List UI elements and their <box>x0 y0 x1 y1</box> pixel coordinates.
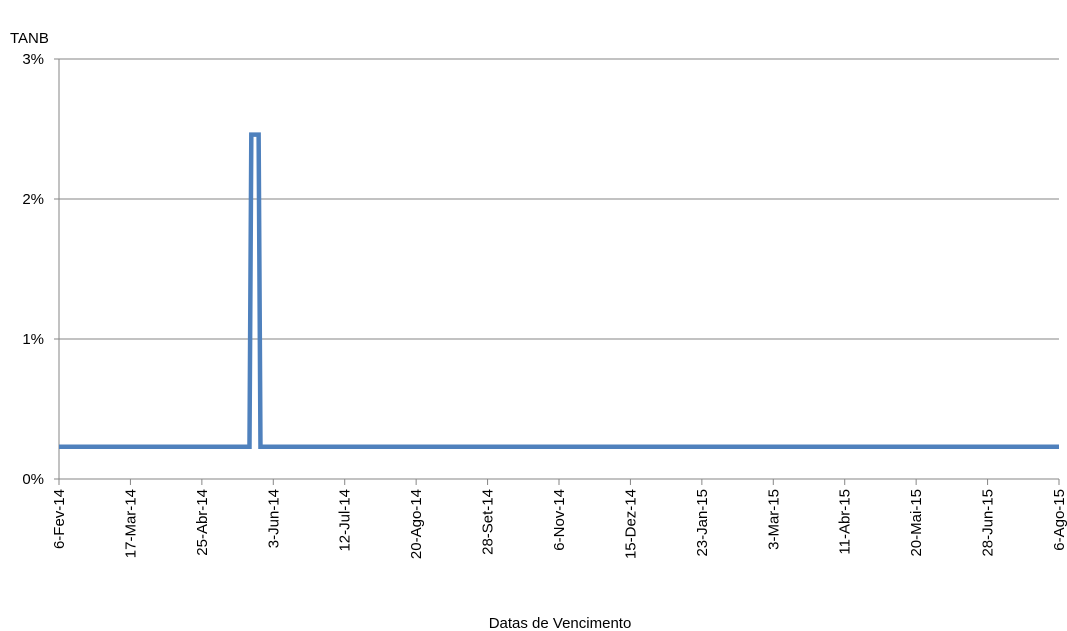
y-axis-ticks: 0% 1% 2% 3% <box>22 51 44 488</box>
y-tick-label: 1% <box>22 331 44 348</box>
x-tick-label: 28-Set-14 <box>480 489 497 555</box>
x-tick-label: 3-Mar-15 <box>765 489 782 550</box>
gridlines <box>59 58 1059 340</box>
x-tick-label: 12-Jul-14 <box>337 489 354 552</box>
x-tick-label: 15-Dez-14 <box>622 489 639 559</box>
x-axis-title: Datas de Vencimento <box>489 615 632 631</box>
x-tick-label: 25-Abr-14 <box>194 489 211 556</box>
series-layer <box>59 132 1059 450</box>
x-tick-label: 28-Jun-15 <box>980 489 997 557</box>
x-tick-label: 6-Fev-14 <box>51 489 68 549</box>
axes <box>54 58 1060 485</box>
series-line-0 <box>59 132 1059 450</box>
y-tick-label: 2% <box>22 191 44 208</box>
x-tick-label: 20-Ago-14 <box>408 489 425 559</box>
x-tick-label: 6-Ago-15 <box>1051 489 1067 551</box>
x-tick-label: 3-Jun-14 <box>265 489 282 548</box>
y-axis-title: TANB <box>10 30 49 47</box>
x-tick-label: 20-Mai-15 <box>908 489 925 557</box>
x-tick-label: 6-Nov-14 <box>551 489 568 551</box>
x-tick-label: 11-Abr-15 <box>837 489 854 555</box>
y-tick-label: 3% <box>22 51 44 68</box>
x-tick-label: 17-Mar-14 <box>122 489 139 558</box>
y-tick-label: 0% <box>22 471 44 488</box>
x-axis-ticks: 6-Fev-14 17-Mar-14 25-Abr-14 3-Jun-14 12-Jul… <box>51 489 1067 559</box>
x-tick-label: 23-Jan-15 <box>694 489 711 557</box>
